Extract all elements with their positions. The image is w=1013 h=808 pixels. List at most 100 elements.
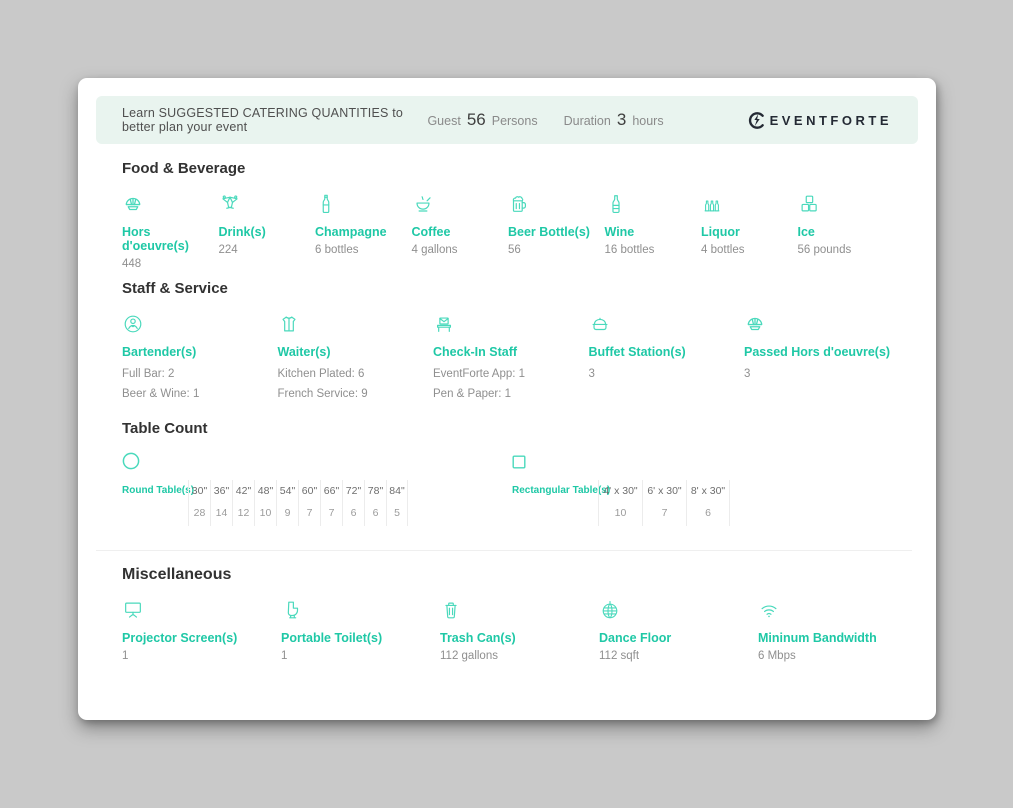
ice-cubes-icon <box>798 193 895 215</box>
dance-floor-icon <box>599 599 758 621</box>
item-line: Full Bar: 2 <box>122 368 175 380</box>
header-banner: Learn SUGGESTED CATERING QUANTITIES to b… <box>96 96 918 144</box>
item-value: 56 pounds <box>797 244 852 256</box>
rect-table-col: 4' x 30" 10 <box>598 480 642 526</box>
event-stats: Guest 56 Persons Duration 3 hours <box>427 110 663 130</box>
item-label[interactable]: Champagne <box>315 225 387 239</box>
item-label[interactable]: Ice <box>797 225 815 239</box>
table-count: 12 <box>237 507 250 519</box>
table-size: 54" <box>279 485 296 497</box>
table-count: 7 <box>328 507 335 519</box>
wifi-icon <box>758 599 917 621</box>
item-line: Beer & Wine: 1 <box>122 388 200 400</box>
item-label[interactable]: Bartender(s) <box>122 345 197 359</box>
staff-item-waiter: Waiter(s) Kitchen Plated: 6 French Servi… <box>278 313 434 404</box>
round-table-col: 78" 6 <box>364 480 386 526</box>
round-tables-label[interactable]: Round Table(s) <box>122 485 195 496</box>
bartender-icon <box>122 313 278 335</box>
section-food-beverage: Food & Beverage Hors d'oeuvre(s) 448 <box>122 160 916 270</box>
section-table-count: Table Count Round Table(s) 30" 28 <box>122 420 916 526</box>
rectangular-tables-columns: 4' x 30" 10 6' x 30" 7 8' x 30" 6 <box>598 480 730 526</box>
item-line: Kitchen Plated: 6 <box>277 368 365 380</box>
round-table-col: 72" 6 <box>342 480 364 526</box>
misc-item-dance-floor: Dance Floor 112 sqft <box>599 599 758 662</box>
round-tables-group: Round Table(s) 30" 28 36" 14 42" <box>122 452 512 526</box>
item-label[interactable]: Mininum Bandwidth <box>758 631 877 645</box>
round-table-col: 42" 12 <box>232 480 254 526</box>
round-table-col: 60" 7 <box>298 480 320 526</box>
item-label[interactable]: Beer Bottle(s) <box>508 225 590 239</box>
section-staff-service: Staff & Service Bartender(s) Full Bar: 2… <box>122 280 916 404</box>
item-label[interactable]: Check-In Staff <box>433 345 518 359</box>
table-size: 36" <box>213 485 230 497</box>
table-size: 84" <box>389 485 405 497</box>
table-size: 60" <box>301 485 318 497</box>
rect-table-col: 6' x 30" 7 <box>642 480 686 526</box>
section-title: Miscellaneous <box>122 566 232 583</box>
item-label[interactable]: Portable Toilet(s) <box>281 631 383 645</box>
duration-value[interactable]: 3 <box>616 110 627 129</box>
food-item-ice: Ice 56 pounds <box>798 193 895 270</box>
brand-name: EVENTFORTE <box>769 112 892 128</box>
staff-item-bartender: Bartender(s) Full Bar: 2 Beer & Wine: 1 <box>122 313 278 404</box>
guest-label: Guest <box>427 114 461 128</box>
table-count: 7 <box>661 507 668 519</box>
item-line: Pen & Paper: 1 <box>433 388 511 400</box>
item-label[interactable]: Buffet Station(s) <box>588 345 686 359</box>
table-count: 6 <box>350 507 357 519</box>
item-value: 4 bottles <box>701 244 745 256</box>
item-label[interactable]: Hors d'oeuvre(s) <box>122 225 189 253</box>
item-label[interactable]: Dance Floor <box>599 631 672 645</box>
table-count: 7 <box>306 507 313 519</box>
guest-unit: Persons <box>491 114 538 128</box>
food-item-beer: Beer Bottle(s) 56 <box>508 193 605 270</box>
duration-label: Duration <box>563 114 611 128</box>
eventforte-logo-icon <box>746 110 767 131</box>
table-size: 30" <box>191 485 208 497</box>
item-label[interactable]: Drink(s) <box>218 225 266 239</box>
item-value: 6 bottles <box>315 244 359 256</box>
section-title: Staff & Service <box>122 280 228 297</box>
item-label[interactable]: Waiter(s) <box>277 345 331 359</box>
table-size: 48" <box>257 485 274 497</box>
item-label[interactable]: Coffee <box>411 225 451 239</box>
misc-item-trash: Trash Can(s) 112 gallons <box>440 599 599 662</box>
round-table-col: 36" 14 <box>210 480 232 526</box>
section-title: Food & Beverage <box>122 160 246 177</box>
table-count: 10 <box>614 507 627 519</box>
passed-hors-doeuvre-icon <box>744 313 900 335</box>
buffet-station-icon <box>589 313 745 335</box>
rect-table-col: 8' x 30" 6 <box>686 480 730 526</box>
table-count: 6 <box>372 507 379 519</box>
table-size: 78" <box>367 485 384 497</box>
rectangular-tables-label[interactable]: Rectangular Table(s) <box>512 485 611 496</box>
item-value: 1 <box>281 650 288 662</box>
table-size: 6' x 30" <box>647 485 682 497</box>
food-item-drinks: Drink(s) 224 <box>219 193 316 270</box>
item-label[interactable]: Trash Can(s) <box>440 631 516 645</box>
table-size: 72" <box>345 485 362 497</box>
staff-item-passed-hors: Passed Hors d'oeuvre(s) 3 <box>744 313 900 404</box>
misc-item-toilet: Portable Toilet(s) 1 <box>281 599 440 662</box>
table-size: 4' x 30" <box>603 485 638 497</box>
item-label[interactable]: Projector Screen(s) <box>122 631 238 645</box>
table-count: 9 <box>284 507 291 519</box>
trash-can-icon <box>440 599 599 621</box>
section-miscellaneous: Miscellaneous Projector Screen(s) 1 <box>122 566 916 662</box>
item-label[interactable]: Wine <box>604 225 635 239</box>
item-value: 16 bottles <box>604 244 655 256</box>
food-item-hors-doeuvre: Hors d'oeuvre(s) 448 <box>122 193 219 270</box>
duration-unit: hours <box>632 114 664 128</box>
eventforte-logo: EVENTFORTE <box>746 110 892 131</box>
table-size: 66" <box>323 485 340 497</box>
staff-item-check-in: Check-In Staff EventForte App: 1 Pen & P… <box>433 313 589 404</box>
round-table-col: 84" 5 <box>386 480 408 526</box>
guest-count[interactable]: 56 <box>466 110 486 129</box>
food-item-coffee: Coffee 4 gallons <box>412 193 509 270</box>
item-label[interactable]: Liquor <box>701 225 740 239</box>
portable-toilet-icon <box>281 599 440 621</box>
item-value: 112 gallons <box>440 650 498 662</box>
item-label[interactable]: Passed Hors d'oeuvre(s) <box>744 345 891 359</box>
section-divider <box>96 550 912 551</box>
